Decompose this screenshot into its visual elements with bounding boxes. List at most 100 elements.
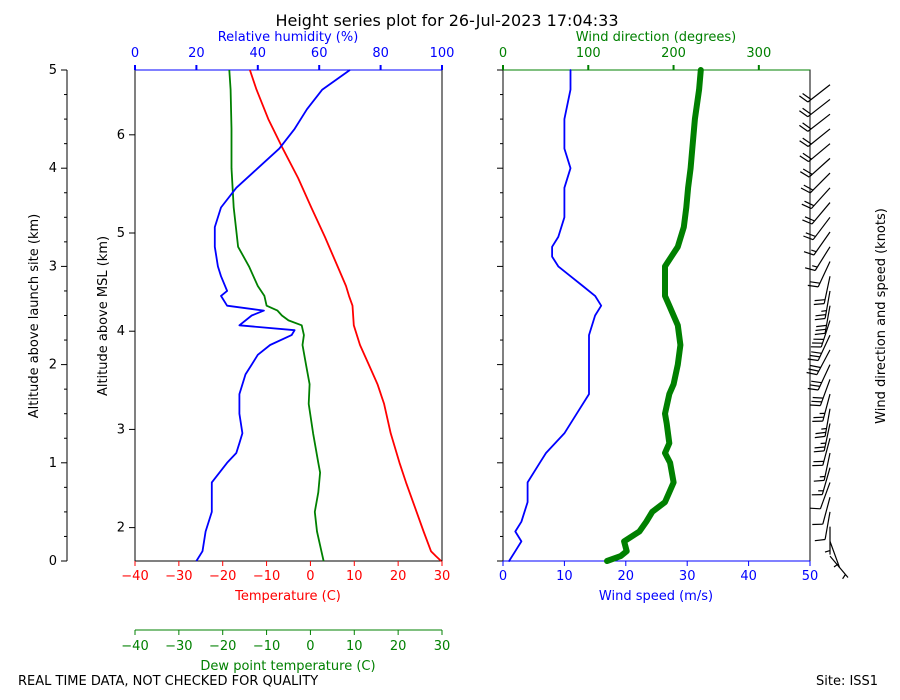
x2-tick-label: 20	[188, 46, 205, 61]
x2-tick-label: 100	[430, 46, 455, 61]
wind-barb-feather	[814, 317, 826, 321]
wind-barb-feather	[807, 284, 819, 288]
y-tick-label: 3	[49, 259, 57, 274]
wind-barb-feather	[811, 400, 822, 403]
wind-barb-half-feather	[811, 249, 817, 253]
series-line-wind-direction	[604, 67, 704, 564]
wind-barb-shaft	[829, 541, 841, 568]
x3-tick-label: 0	[306, 639, 314, 654]
wind-barb-shaft	[817, 364, 831, 391]
wind-x-tick-label: 20	[618, 569, 635, 584]
series-line-wind-speed	[508, 69, 603, 562]
wind-barb-feather	[814, 446, 826, 449]
wind-x-tick-label: 50	[802, 569, 819, 584]
x2-axis-label-rh: Relative humidity (%)	[218, 30, 359, 45]
wind-barb-shaft	[817, 261, 831, 288]
wind-barb-feather	[815, 431, 826, 435]
wind-barb-shaft	[822, 497, 831, 525]
wind-x-tick-label: 0	[499, 569, 507, 584]
wind-barb-shaft	[816, 349, 831, 375]
x3-tick-label: 30	[434, 639, 451, 654]
wind-barb-feather	[811, 380, 822, 384]
x-axis-label-temperature: Temperature (C)	[234, 589, 341, 604]
wind-x2-tick-label: 300	[746, 46, 771, 61]
y2-axis-label-msl: Altitude above MSL (km)	[96, 236, 111, 396]
wind-barb-feather	[802, 137, 812, 145]
wind-barb-shaft	[814, 246, 831, 271]
wind-barb-shaft	[812, 216, 831, 241]
wind-barb-shaft	[809, 172, 831, 194]
wind-barb-shaft	[824, 511, 831, 540]
wind-x2-tick-label: 0	[499, 46, 507, 61]
wind-barb-shaft	[807, 113, 831, 132]
wind-barb-feather	[813, 450, 825, 453]
wind-barb-feather	[814, 435, 826, 439]
y-tick-label: 5	[49, 63, 57, 78]
wind-barb-shaft	[808, 143, 831, 163]
wind-x-tick-label: 10	[556, 569, 573, 584]
wind-barb-feather	[812, 396, 824, 399]
wind-barb-feather	[799, 171, 810, 178]
wind-x2-tick-label: 100	[576, 46, 601, 61]
x2-tick-label: 80	[372, 46, 389, 61]
wind-barb-feather	[802, 152, 812, 160]
wind-barb-shaft	[823, 452, 831, 481]
wind-barb-shaft	[808, 157, 831, 178]
x2-tick-label: 0	[131, 46, 139, 61]
x-tick-label: −40	[121, 569, 148, 584]
wind-barb-feather	[808, 368, 819, 372]
x-tick-label: 0	[306, 569, 314, 584]
wind-barb-shaft	[820, 320, 831, 348]
wind-barb-feather	[803, 251, 815, 256]
wind-barb-feather	[809, 384, 820, 387]
wind-barb-shaft	[807, 128, 831, 147]
wind-barb-shaft	[817, 334, 831, 361]
y2-tick-label: 4	[117, 324, 125, 339]
wind-barb-feather	[799, 95, 809, 103]
wind-barb-feather	[809, 281, 820, 284]
wind-barb-shaft	[823, 276, 831, 304]
wind-barb-feather	[814, 332, 826, 336]
wind-barb-half-feather	[821, 310, 827, 312]
wind-barb-feather	[804, 267, 816, 272]
x3-tick-label: −40	[121, 639, 148, 654]
y-tick-label: 2	[49, 358, 57, 373]
y-tick-label: 0	[49, 554, 57, 569]
x-tick-label: −10	[253, 569, 280, 584]
wind-barb-feather	[809, 404, 821, 407]
wind-barb-feather	[802, 107, 812, 115]
x-axis-label-wind-speed: Wind speed (m/s)	[599, 589, 713, 604]
wind-barb-feather	[814, 299, 826, 302]
wind-barb-feather	[809, 354, 820, 358]
x-tick-label: −20	[209, 569, 236, 584]
y-tick-label: 4	[49, 161, 57, 176]
wind-x2-tick-label: 200	[661, 46, 686, 61]
wind-barb-half-feather	[821, 427, 827, 430]
x3-tick-label: 10	[346, 639, 363, 654]
footer-site: Site: ISS1	[816, 674, 879, 689]
wind-barb-shaft	[824, 408, 831, 437]
wind-barb-feather	[802, 219, 813, 225]
wind-barb-shaft	[824, 305, 831, 334]
x3-tick-label: −30	[165, 639, 192, 654]
wind-barb-half-feather	[842, 574, 846, 580]
x3-tick-label: −10	[253, 639, 280, 654]
y2-tick-label: 5	[117, 226, 125, 241]
wind-barb-shaft	[824, 290, 831, 319]
wind-barb-feather	[813, 479, 825, 482]
x3-tick-label: 20	[390, 639, 407, 654]
x-tick-label: 30	[434, 569, 451, 584]
wind-barb-shaft	[813, 231, 831, 256]
footer-quality-note: REAL TIME DATA, NOT CHECKED FOR QUALITY	[18, 674, 319, 689]
wind-barb-feather	[803, 235, 814, 241]
x3-tick-label: −20	[209, 639, 236, 654]
wind-x-tick-label: 30	[679, 569, 696, 584]
series-line-temperature	[249, 69, 442, 562]
wind-barb-feather	[815, 328, 826, 332]
wind-barb-feather	[800, 187, 811, 194]
wind-barb-feather	[803, 184, 814, 191]
wind-barb-feather	[802, 168, 813, 175]
x-tick-label: −30	[165, 569, 192, 584]
